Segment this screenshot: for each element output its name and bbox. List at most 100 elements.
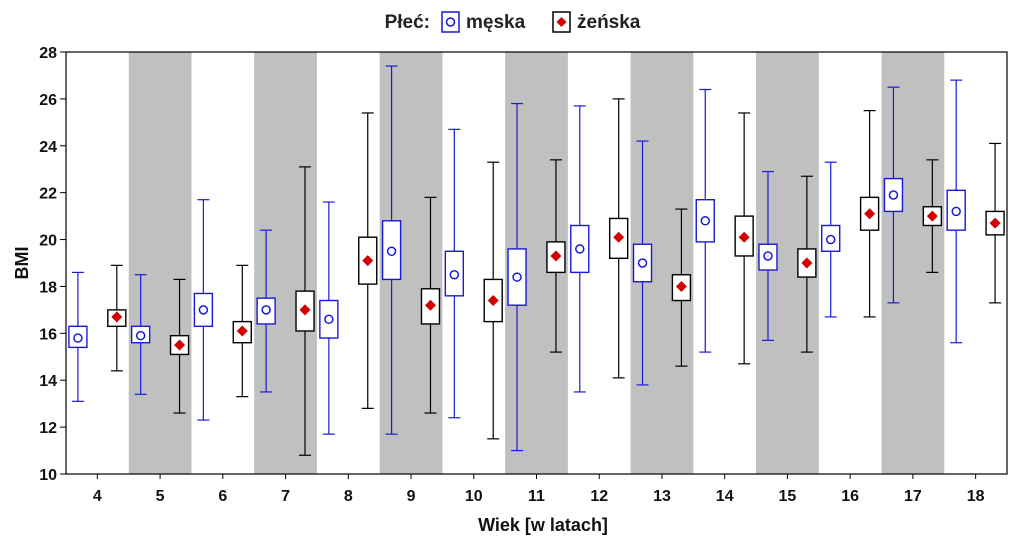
y-tick-label: 16 bbox=[39, 326, 57, 343]
x-tick-label: 15 bbox=[779, 488, 797, 505]
median-diamond-marker bbox=[362, 255, 374, 267]
y-tick-label: 18 bbox=[39, 279, 57, 296]
box-male-12 bbox=[570, 105, 590, 393]
y-tick-label: 28 bbox=[39, 45, 57, 62]
median-diamond-marker bbox=[801, 257, 813, 269]
y-tick-label: 26 bbox=[39, 92, 57, 109]
box-female-16 bbox=[859, 110, 880, 318]
box-female-10 bbox=[483, 161, 503, 440]
box-female-11 bbox=[546, 159, 566, 353]
box-male-11 bbox=[507, 102, 527, 452]
box-male-13 bbox=[632, 140, 653, 386]
x-tick-label: 4 bbox=[93, 488, 102, 505]
median-diamond-marker bbox=[926, 210, 938, 222]
shade-band-17 bbox=[881, 52, 945, 474]
box-male-9 bbox=[381, 65, 402, 435]
median-diamond-marker bbox=[864, 208, 876, 220]
legend-male-label: męska bbox=[466, 12, 526, 33]
median-circle-marker bbox=[386, 246, 397, 257]
box-male-10 bbox=[444, 128, 465, 419]
box-male-5 bbox=[130, 274, 151, 395]
median-circle-marker bbox=[449, 269, 460, 280]
x-tick-label: 14 bbox=[716, 488, 734, 505]
legend-male-circle-icon bbox=[445, 17, 456, 27]
median-circle-marker bbox=[135, 330, 146, 341]
median-diamond-marker bbox=[236, 325, 248, 337]
shade-band-7 bbox=[254, 52, 317, 474]
y-axis-title: BMI bbox=[12, 247, 32, 280]
median-circle-marker bbox=[198, 305, 209, 315]
box-male-17 bbox=[883, 86, 904, 304]
median-diamond-marker bbox=[550, 250, 562, 262]
background-shading bbox=[128, 52, 945, 474]
box-female-13 bbox=[671, 208, 692, 367]
x-tick-label: 16 bbox=[841, 488, 859, 505]
median-circle-marker bbox=[700, 216, 711, 226]
median-diamond-marker bbox=[989, 217, 1001, 229]
median-diamond-marker bbox=[487, 295, 499, 307]
x-tick-label: 9 bbox=[407, 488, 416, 505]
box-male-7 bbox=[256, 229, 276, 393]
box-male-15 bbox=[758, 170, 778, 341]
median-diamond-marker bbox=[111, 311, 123, 323]
y-tick-label: 22 bbox=[39, 186, 57, 203]
median-diamond-marker bbox=[424, 299, 436, 311]
median-circle-marker bbox=[888, 190, 899, 200]
median-circle-marker bbox=[73, 333, 83, 343]
median-circle-marker bbox=[324, 314, 334, 325]
box-female-6 bbox=[232, 264, 252, 398]
y-tick-label: 12 bbox=[39, 420, 57, 437]
x-tick-label: 7 bbox=[281, 488, 290, 505]
box-female-15 bbox=[797, 175, 817, 353]
box-female-18 bbox=[985, 142, 1005, 304]
box-female-9 bbox=[420, 196, 441, 414]
box-female-8 bbox=[358, 112, 378, 409]
y-tick-label: 20 bbox=[39, 233, 57, 250]
box-male-8 bbox=[319, 201, 339, 435]
median-circle-marker bbox=[575, 244, 585, 254]
median-circle-marker bbox=[637, 258, 648, 268]
x-tick-label: 5 bbox=[156, 488, 165, 505]
median-circle-marker bbox=[512, 272, 522, 282]
legend-title: Płeć: bbox=[385, 12, 430, 33]
x-tick-label: 6 bbox=[218, 488, 227, 505]
box-female-5 bbox=[169, 278, 190, 414]
box-female-7 bbox=[295, 166, 315, 456]
box-female-4 bbox=[107, 264, 127, 372]
x-tick-label: 12 bbox=[590, 488, 608, 505]
box-male-6 bbox=[193, 199, 214, 421]
box-male-4 bbox=[68, 271, 88, 402]
shade-band-5 bbox=[128, 52, 192, 474]
x-axis: 4 5 6 7 8 9 10 11 12 13 14 15 16 17 18 bbox=[93, 474, 985, 505]
y-tick-label: 24 bbox=[39, 139, 57, 156]
box-female-14 bbox=[734, 112, 754, 365]
y-axis: 10 12 14 16 18 20 22 24 26 28 bbox=[39, 45, 66, 484]
legend-female-diamond-icon bbox=[556, 17, 567, 27]
box-male-18 bbox=[946, 79, 966, 344]
legend: Płeć: męska żeńska bbox=[385, 11, 641, 33]
y-tick-label: 10 bbox=[39, 467, 57, 484]
median-circle-marker bbox=[951, 206, 961, 217]
x-tick-label: 10 bbox=[465, 488, 483, 505]
boxes bbox=[68, 65, 1005, 456]
median-diamond-marker bbox=[613, 231, 625, 243]
x-tick-label: 11 bbox=[528, 488, 545, 505]
median-diamond-marker bbox=[299, 304, 311, 316]
median-diamond-marker bbox=[174, 339, 186, 351]
box-male-16 bbox=[821, 161, 841, 318]
box-female-12 bbox=[608, 98, 629, 379]
legend-female-label: żeńska bbox=[577, 12, 641, 33]
x-tick-label: 13 bbox=[653, 488, 671, 505]
x-tick-label: 17 bbox=[904, 488, 922, 505]
y-tick-label: 14 bbox=[39, 373, 57, 390]
median-circle-marker bbox=[825, 234, 836, 245]
median-circle-marker bbox=[763, 251, 773, 261]
median-diamond-marker bbox=[738, 231, 750, 243]
x-tick-label: 18 bbox=[967, 488, 985, 505]
x-axis-title: Wiek [w latach] bbox=[478, 515, 608, 535]
x-tick-label: 8 bbox=[344, 488, 353, 505]
median-diamond-marker bbox=[675, 280, 687, 292]
box-male-14 bbox=[695, 88, 715, 353]
box-female-17 bbox=[922, 159, 943, 273]
